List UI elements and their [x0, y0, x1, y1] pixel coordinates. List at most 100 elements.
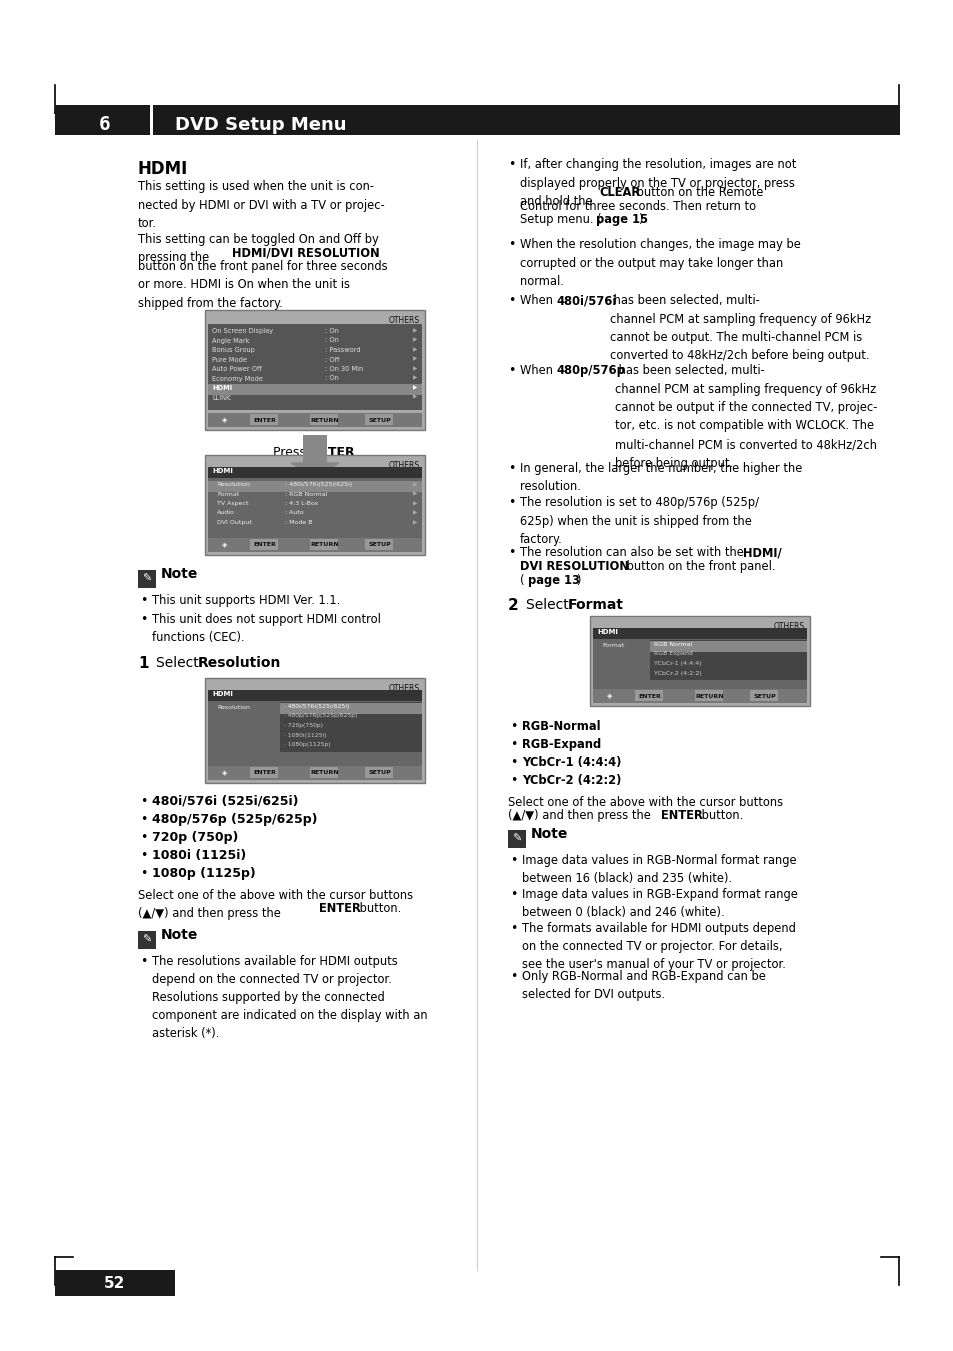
Text: •: • [507, 462, 515, 476]
Bar [208, 766, 421, 780]
Text: ▶: ▶ [413, 394, 416, 400]
Text: RGB-Expand: RGB-Expand [521, 738, 600, 751]
Text: ENTER: ENTER [253, 417, 276, 423]
Bar [205, 678, 424, 784]
Text: SETUP: SETUP [368, 770, 391, 775]
Bar [55, 1270, 174, 1296]
Text: ✎: ✎ [142, 574, 152, 584]
Text: This unit supports HDMI Ver. 1.1.: This unit supports HDMI Ver. 1.1. [152, 594, 340, 607]
Text: : On: : On [325, 328, 338, 334]
Text: •: • [140, 955, 147, 969]
Polygon shape [291, 463, 338, 477]
Text: button.: button. [355, 902, 401, 915]
Text: button on the front panel.: button on the front panel. [622, 561, 775, 573]
Text: RGB Normal: RGB Normal [654, 642, 692, 647]
Text: OTHERS: OTHERS [389, 461, 419, 470]
Bar [205, 309, 424, 430]
Text: : Off: : Off [325, 357, 339, 362]
Bar [280, 703, 421, 713]
Text: DVI Output: DVI Output [216, 520, 252, 526]
Text: Press: Press [273, 446, 310, 459]
Text: OTHERS: OTHERS [389, 316, 419, 326]
Text: ▶: ▶ [413, 357, 416, 362]
Text: : On: : On [325, 376, 338, 381]
Text: ✎: ✎ [512, 834, 521, 844]
Text: Image data values in RGB-Normal format range
between 16 (black) and 235 (white).: Image data values in RGB-Normal format r… [521, 854, 796, 885]
Text: LLINK: LLINK [212, 394, 230, 400]
Text: When: When [519, 363, 556, 377]
Text: HDMI: HDMI [212, 690, 233, 697]
Text: Note: Note [531, 827, 568, 842]
Text: RETURN: RETURN [311, 543, 339, 547]
Bar [280, 703, 421, 751]
Bar [208, 324, 421, 409]
Bar [208, 538, 421, 553]
Text: page 15: page 15 [596, 213, 647, 226]
Text: Select: Select [156, 657, 203, 670]
Text: ENTER: ENTER [310, 446, 355, 459]
Text: ENTER: ENTER [253, 543, 276, 547]
Bar [593, 689, 806, 703]
Text: •: • [140, 613, 147, 626]
Text: ▶: ▶ [413, 338, 416, 343]
Text: On Screen Display: On Screen Display [212, 328, 273, 334]
Bar [649, 640, 806, 680]
Text: OTHERS: OTHERS [389, 684, 419, 693]
Text: : Password: : Password [325, 347, 360, 353]
Bar [749, 690, 778, 701]
Bar [365, 413, 393, 426]
Text: •: • [507, 238, 515, 251]
Bar [250, 767, 277, 778]
Bar [150, 105, 152, 135]
Text: TV Aspect: TV Aspect [216, 501, 248, 507]
Bar [208, 384, 421, 394]
Bar [250, 539, 277, 550]
Text: · 480i/576i(525i/625i): · 480i/576i(525i/625i) [284, 704, 349, 709]
Text: ◈: ◈ [222, 417, 228, 423]
Text: When the resolution changes, the image may be
corrupted or the output may take l: When the resolution changes, the image m… [519, 238, 800, 288]
Bar [208, 690, 421, 701]
Text: HDMI: HDMI [597, 630, 618, 635]
Text: •: • [507, 158, 515, 172]
Text: Format: Format [601, 643, 623, 648]
Bar [635, 690, 662, 701]
Text: HDMI: HDMI [138, 159, 188, 178]
Text: •: • [507, 496, 515, 509]
Text: Select one of the above with the cursor buttons: Select one of the above with the cursor … [507, 796, 782, 809]
Text: ENTER: ENTER [638, 693, 660, 698]
Text: •: • [507, 363, 515, 377]
Text: ✎: ✎ [142, 935, 152, 944]
Text: HDMI: HDMI [212, 385, 232, 390]
Text: Bonus Group: Bonus Group [212, 347, 254, 353]
Text: This unit does not support HDMI control
functions (CEC).: This unit does not support HDMI control … [152, 613, 380, 644]
Text: ▶: ▶ [413, 482, 416, 486]
Text: Resolution: Resolution [216, 482, 250, 486]
Text: ▶: ▶ [413, 347, 416, 353]
Text: 6: 6 [99, 115, 111, 135]
Text: 2: 2 [507, 598, 518, 613]
Text: Note: Note [161, 567, 198, 581]
Bar [208, 478, 421, 538]
Text: : On: : On [325, 338, 338, 343]
Text: •: • [140, 813, 147, 825]
Text: Control for three seconds. Then return to: Control for three seconds. Then return t… [519, 200, 756, 213]
Text: ◈: ◈ [222, 770, 228, 775]
Text: · 1080i(1125i): · 1080i(1125i) [284, 732, 326, 738]
Text: 480p/576p (525p/625p): 480p/576p (525p/625p) [152, 813, 317, 825]
Bar [138, 931, 156, 948]
Text: (▲/▼) and then press the: (▲/▼) and then press the [507, 809, 654, 821]
Text: page 13: page 13 [527, 574, 579, 586]
Bar [589, 616, 809, 707]
Text: YCbCr-2 (4:2:2): YCbCr-2 (4:2:2) [521, 774, 620, 788]
Text: button on the Remote: button on the Remote [633, 186, 762, 199]
Text: ◈: ◈ [607, 693, 612, 698]
Bar [205, 455, 424, 555]
Text: Select one of the above with the cursor buttons
(▲/▼) and then press the: Select one of the above with the cursor … [138, 889, 413, 920]
Text: RGB-Normal: RGB-Normal [521, 720, 600, 734]
Text: Resolution: Resolution [216, 705, 250, 711]
Text: Setup menu. (: Setup menu. ( [519, 213, 601, 226]
Text: : On 30 Min: : On 30 Min [325, 366, 363, 372]
Text: •: • [510, 774, 517, 788]
Text: · 1080p(1125p): · 1080p(1125p) [284, 742, 331, 747]
Text: CLEAR: CLEAR [598, 186, 639, 199]
